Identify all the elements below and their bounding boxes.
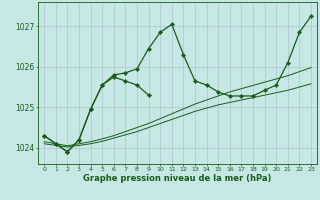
- X-axis label: Graphe pression niveau de la mer (hPa): Graphe pression niveau de la mer (hPa): [84, 174, 272, 183]
